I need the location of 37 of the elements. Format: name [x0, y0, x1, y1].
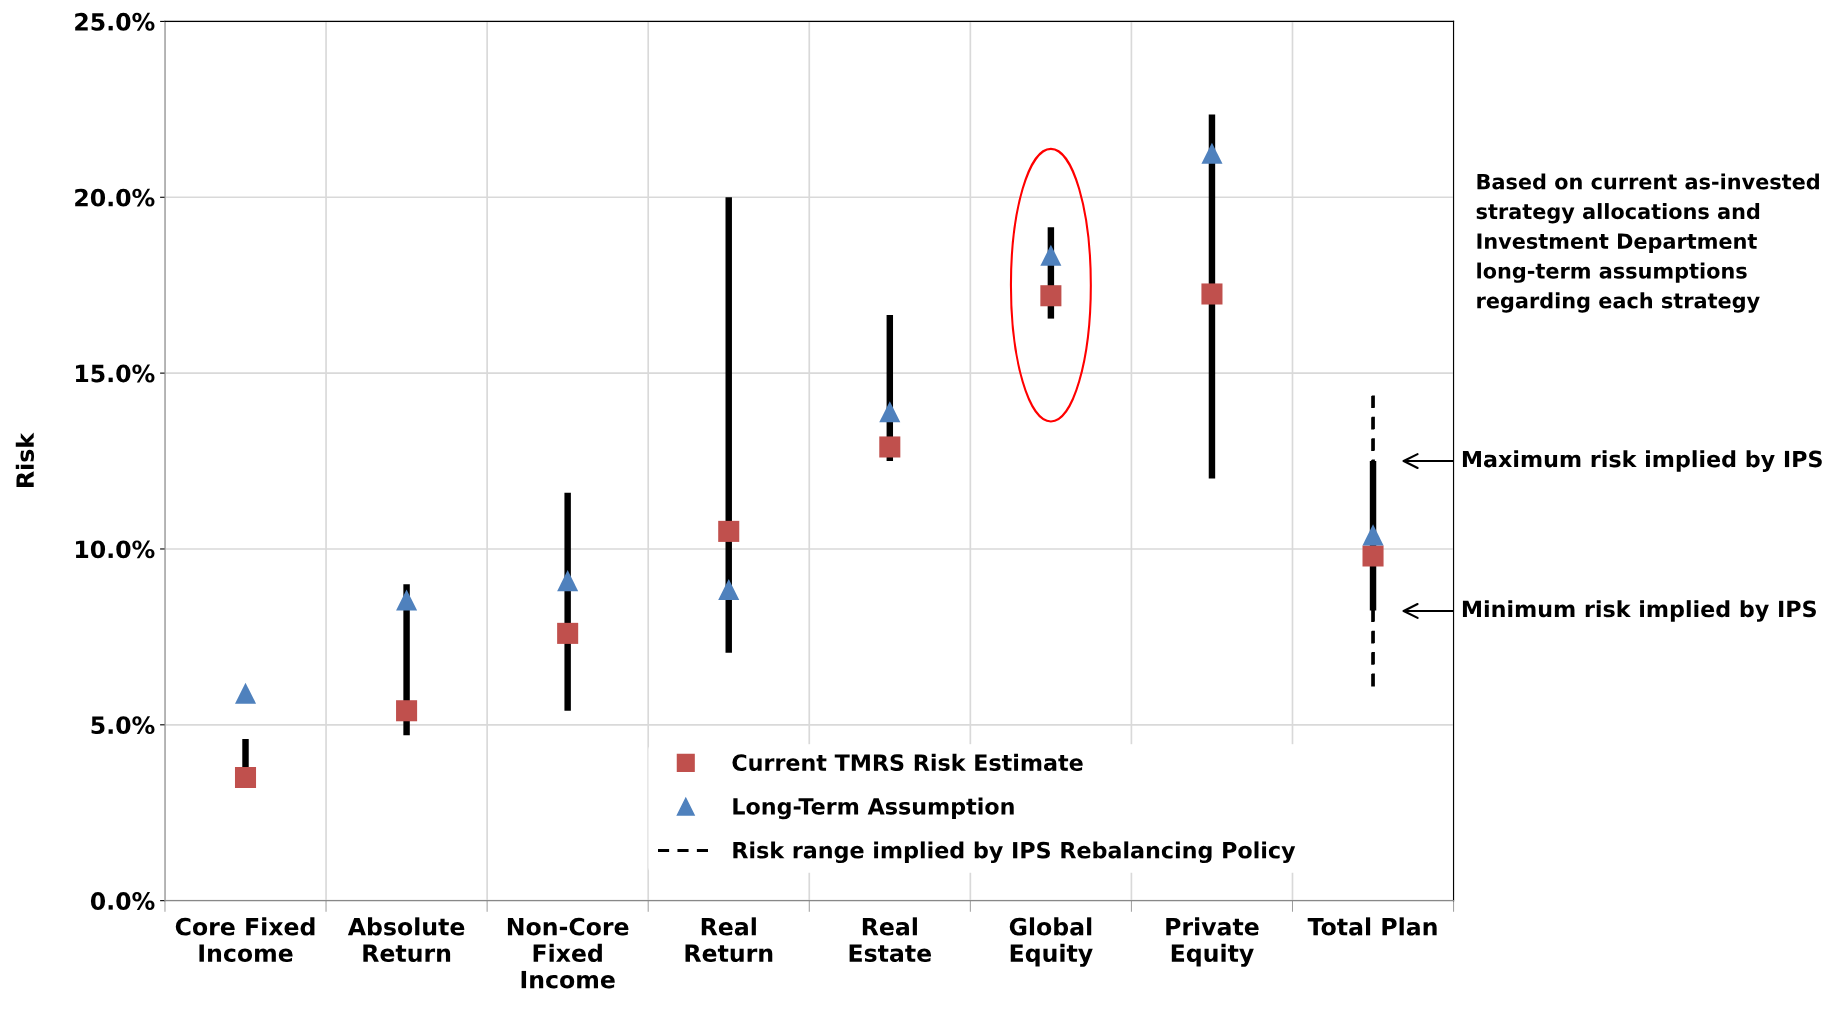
point	[718, 520, 740, 542]
point	[1040, 285, 1062, 307]
legend-label: Current TMRS Risk Estimate	[732, 753, 1083, 771]
text: Based on current as-invested strategy allocations and Investment Department long-term assumptions regarding each strategy	[1476, 173, 1819, 313]
point	[396, 700, 418, 722]
x-tick-label: Real Return	[685, 917, 773, 963]
x-tick-label: Absolute Return	[347, 917, 465, 963]
point	[879, 436, 901, 458]
y-tick-label: 20.0%	[75, 188, 155, 207]
text: Maximum risk implied by IPS	[1462, 450, 1822, 472]
point	[1201, 142, 1223, 164]
legend-label: Risk range implied by IPS Rebalancing Policy	[733, 841, 1296, 864]
y-tick-label: 15.0%	[76, 364, 155, 383]
x-tick-label: Global Equity	[1009, 917, 1093, 967]
point	[1040, 244, 1062, 266]
point	[234, 682, 257, 704]
point	[1362, 545, 1384, 567]
y-tick-label: 0.0%	[90, 892, 155, 910]
x-tick-label: Private Equity	[1166, 917, 1259, 967]
legend-label: Long-Term Assumption	[733, 797, 1014, 820]
point	[557, 622, 579, 644]
point	[879, 401, 901, 423]
y-axis-title: Risk	[15, 432, 35, 487]
x-tick-label: Total Plan	[1307, 917, 1437, 936]
text: Minimum risk implied by IPS	[1462, 600, 1816, 622]
point	[1201, 283, 1223, 305]
point	[557, 570, 579, 592]
point	[234, 767, 257, 789]
y-tick-label: 10.0%	[76, 540, 155, 559]
x-tick-label: Non-Core Fixed Income	[507, 917, 629, 989]
point	[1362, 524, 1384, 546]
y-tick-label: 25.0%	[75, 12, 155, 31]
x-tick-label: Core Fixed Income	[175, 917, 315, 963]
y-tick-label: 5.0%	[91, 716, 155, 735]
point	[396, 589, 418, 611]
x-tick-label: Real Estate	[849, 917, 932, 963]
point	[718, 578, 740, 600]
